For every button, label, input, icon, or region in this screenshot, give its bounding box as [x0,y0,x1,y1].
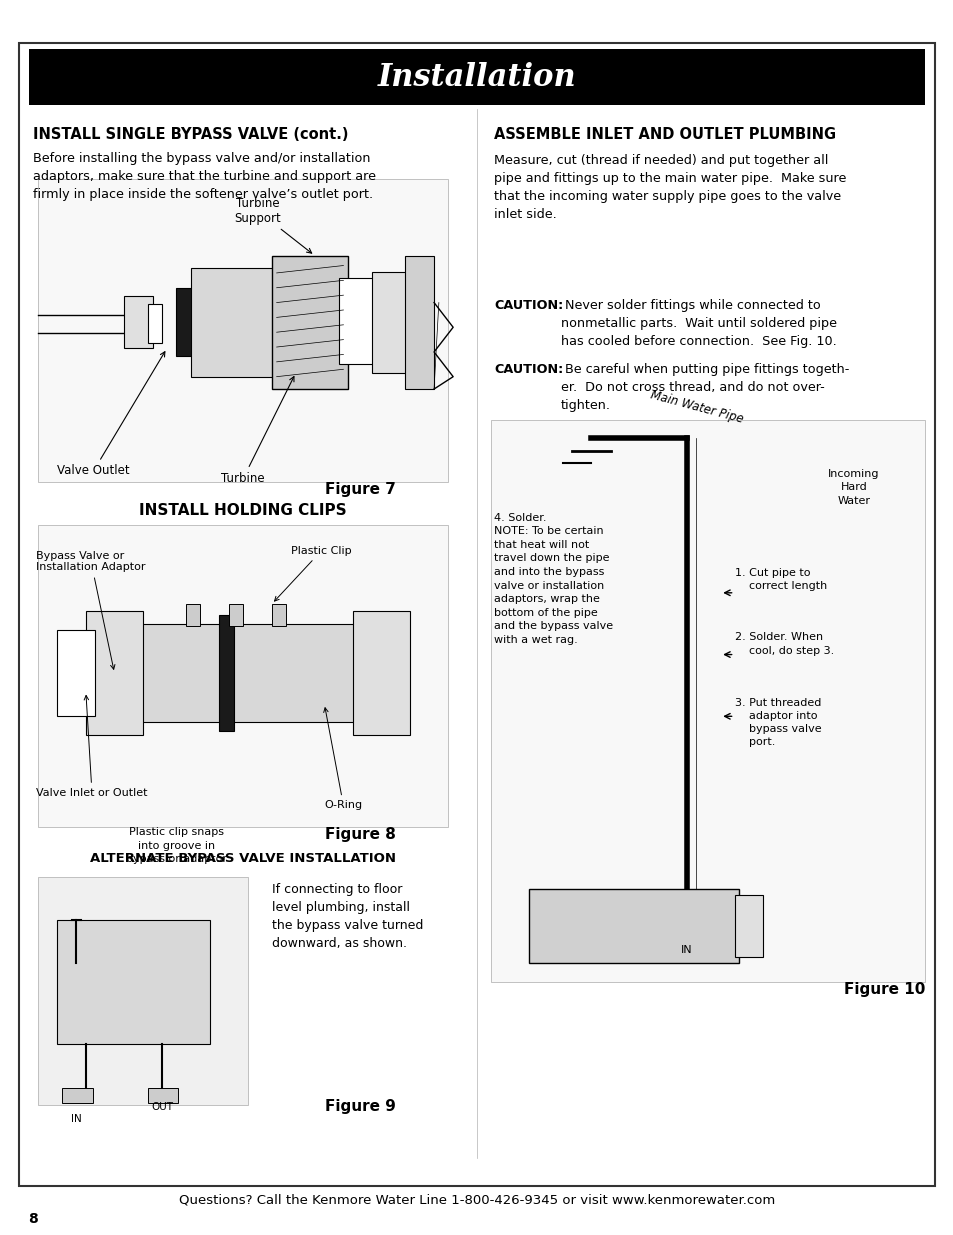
Text: Before installing the bypass valve and/or installation
adaptors, make sure that : Before installing the bypass valve and/o… [33,152,376,201]
Text: ASSEMBLE INLET AND OUTLET PLUMBING: ASSEMBLE INLET AND OUTLET PLUMBING [494,127,836,142]
Text: IN: IN [680,945,692,955]
FancyBboxPatch shape [38,179,448,482]
Text: Valve Inlet or Outlet: Valve Inlet or Outlet [36,695,148,798]
Text: Figure 10: Figure 10 [843,982,924,997]
Text: INSTALL HOLDING CLIPS: INSTALL HOLDING CLIPS [139,503,347,517]
Text: Figure 8: Figure 8 [325,827,395,842]
Text: Installation: Installation [377,62,576,94]
FancyBboxPatch shape [57,920,210,1044]
Text: 3. Put threaded
    adaptor into
    bypass valve
    port.: 3. Put threaded adaptor into bypass valv… [734,698,821,747]
Text: CAUTION:: CAUTION: [494,299,563,312]
Text: Be careful when putting pipe fittings togeth-
er.  Do not cross thread, and do n: Be careful when putting pipe fittings to… [560,363,848,412]
FancyBboxPatch shape [176,288,193,356]
Text: OUT: OUT [151,1102,173,1112]
FancyBboxPatch shape [19,43,934,1186]
Text: ALTERNATE BYPASS VALVE INSTALLATION: ALTERNATE BYPASS VALVE INSTALLATION [91,852,395,866]
FancyBboxPatch shape [29,49,924,105]
Text: If connecting to floor
level plumbing, install
the bypass valve turned
downward,: If connecting to floor level plumbing, i… [272,883,423,950]
FancyBboxPatch shape [219,615,233,731]
Text: Turbine
Support: Turbine Support [233,196,312,253]
FancyBboxPatch shape [529,889,739,963]
FancyBboxPatch shape [405,256,434,389]
Text: Main Water Pipe: Main Water Pipe [648,389,743,426]
Text: Turbine: Turbine [221,377,294,485]
Text: Plastic Clip: Plastic Clip [274,546,352,601]
Text: Figure 7: Figure 7 [325,482,395,496]
FancyBboxPatch shape [229,604,243,626]
Text: O-Ring: O-Ring [323,708,362,810]
FancyBboxPatch shape [148,1088,178,1103]
FancyBboxPatch shape [148,304,162,343]
FancyBboxPatch shape [62,1088,92,1103]
FancyBboxPatch shape [272,604,286,626]
Text: 1. Cut pipe to
    correct length: 1. Cut pipe to correct length [734,568,826,592]
FancyBboxPatch shape [353,611,410,735]
Text: 4. Solder.
NOTE: To be certain
that heat will not
travel down the pipe
and into : 4. Solder. NOTE: To be certain that heat… [494,513,613,645]
FancyBboxPatch shape [491,420,924,982]
Text: Incoming
Hard
Water: Incoming Hard Water [827,469,879,505]
FancyBboxPatch shape [272,256,348,389]
Text: Questions? Call the Kenmore Water Line 1-800-426-9345 or visit www.kenmorewater.: Questions? Call the Kenmore Water Line 1… [178,1194,774,1207]
Text: INSTALL SINGLE BYPASS VALVE (cont.): INSTALL SINGLE BYPASS VALVE (cont.) [33,127,349,142]
FancyBboxPatch shape [124,296,152,348]
Text: Figure 9: Figure 9 [325,1099,395,1114]
Text: Valve Outlet: Valve Outlet [57,352,165,478]
FancyBboxPatch shape [38,525,448,827]
FancyBboxPatch shape [38,877,248,1105]
FancyBboxPatch shape [338,278,376,364]
Text: Bypass Valve or
Installation Adaptor: Bypass Valve or Installation Adaptor [36,551,146,669]
Text: CAUTION:: CAUTION: [494,363,563,377]
Text: Measure, cut (thread if needed) and put together all
pipe and fittings up to the: Measure, cut (thread if needed) and put … [494,154,845,221]
Text: 2. Solder. When
    cool, do step 3.: 2. Solder. When cool, do step 3. [734,632,833,656]
Text: IN: IN [71,1114,82,1124]
FancyBboxPatch shape [191,268,276,377]
Text: Plastic clip snaps
into groove in
bypass or adaptor: Plastic clip snaps into groove in bypass… [126,827,227,863]
Text: 8: 8 [29,1212,38,1226]
FancyBboxPatch shape [57,630,95,716]
Text: Never solder fittings while connected to
nonmetallic parts.  Wait until soldered: Never solder fittings while connected to… [560,299,836,348]
FancyBboxPatch shape [734,895,762,957]
FancyBboxPatch shape [86,611,143,735]
FancyBboxPatch shape [186,604,200,626]
FancyBboxPatch shape [372,272,410,373]
FancyBboxPatch shape [124,624,362,722]
